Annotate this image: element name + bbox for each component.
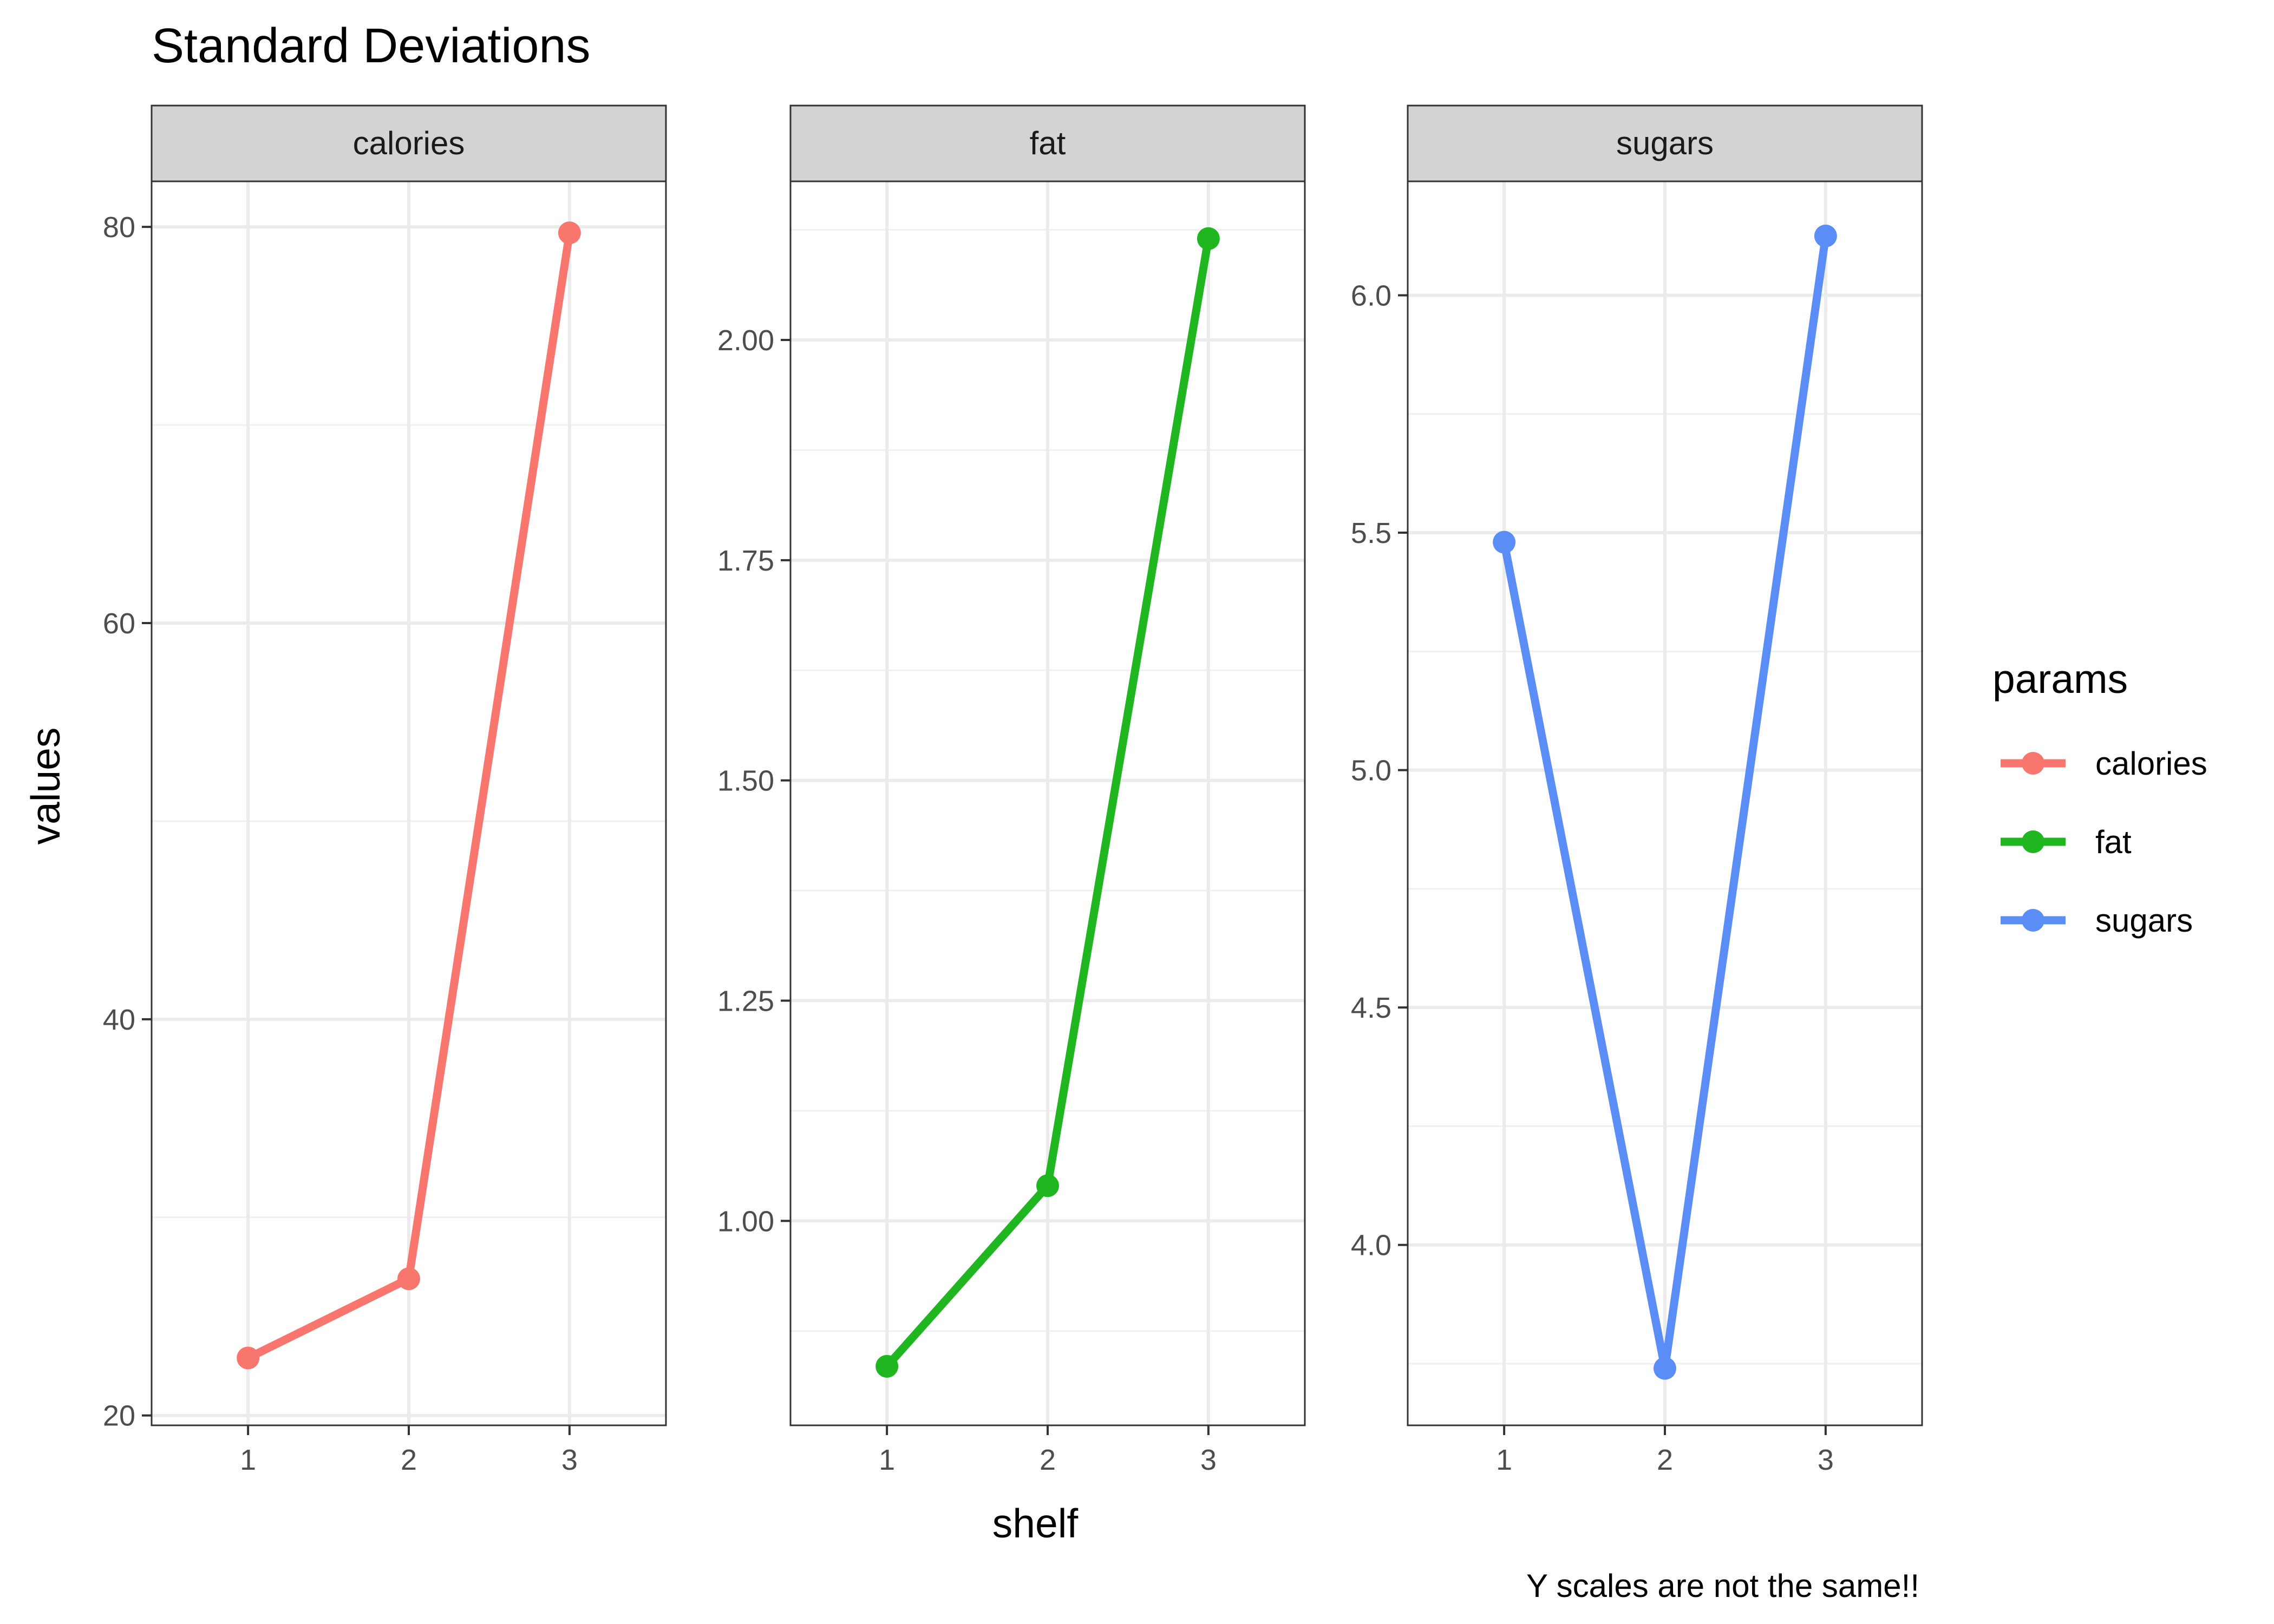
legend-label: sugars xyxy=(2095,902,2193,939)
x-tick-label: 3 xyxy=(1818,1444,1834,1476)
facet-strip-label: calories xyxy=(353,125,465,161)
y-tick-label: 60 xyxy=(103,607,135,640)
legend-entry-fat: fat xyxy=(2001,824,2132,860)
panel-calories: calories 20 40 60 80 1 2 3 xyxy=(103,104,667,1476)
facet-strip-label: sugars xyxy=(1616,125,1714,161)
y-tick-label: 1.50 xyxy=(717,765,774,797)
facet-strip xyxy=(789,104,1306,182)
y-tick-label: 1.25 xyxy=(717,985,774,1018)
y-tick-label: 5.5 xyxy=(1351,517,1391,549)
x-tick-label: 3 xyxy=(561,1444,578,1476)
legend-label: calories xyxy=(2095,745,2207,782)
facet-strip xyxy=(151,104,667,182)
data-point-sugars xyxy=(1654,1357,1676,1380)
panel-sugars: sugars 4.0 4.5 5.0 5.5 6.0 1 2 3 xyxy=(1351,104,1923,1476)
y-axis-title: values xyxy=(23,728,68,845)
y-tick-label: 1.00 xyxy=(717,1205,774,1237)
data-point-fat xyxy=(1197,227,1220,250)
legend-key-point xyxy=(2022,830,2044,853)
x-tick-label: 2 xyxy=(1657,1444,1673,1476)
x-tick-label: 2 xyxy=(401,1444,417,1476)
data-point-fat xyxy=(875,1354,899,1378)
data-point-calories xyxy=(397,1267,420,1291)
legend-title: params xyxy=(1992,656,2128,702)
panel-fat: fat 1.00 1.25 1.50 1.75 2.00 1 2 3 xyxy=(717,104,1306,1476)
data-point-calories xyxy=(237,1346,260,1370)
y-tick-label: 4.0 xyxy=(1351,1229,1391,1262)
data-point-sugars xyxy=(1493,531,1516,554)
chart-caption: Y scales are not the same!! xyxy=(1526,1568,1919,1604)
x-tick-label: 1 xyxy=(240,1444,256,1476)
y-tick-label: 40 xyxy=(103,1004,135,1036)
legend: params calories fat sugars xyxy=(1992,656,2207,939)
legend-entry-sugars: sugars xyxy=(2001,902,2193,939)
y-tick-label: 1.75 xyxy=(717,545,774,577)
legend-entry-calories: calories xyxy=(2001,745,2207,782)
y-tick-label: 6.0 xyxy=(1351,280,1391,312)
x-tick-label: 1 xyxy=(879,1444,895,1476)
legend-key-point xyxy=(2022,752,2044,775)
y-tick-label: 2.00 xyxy=(717,324,774,357)
y-tick-label: 4.5 xyxy=(1351,992,1391,1024)
chart-title: Standard Deviations xyxy=(152,19,590,73)
x-tick-label: 2 xyxy=(1040,1444,1056,1476)
x-tick-label: 1 xyxy=(1496,1444,1512,1476)
data-point-sugars xyxy=(1814,224,1837,247)
facet-strip xyxy=(1407,104,1923,182)
panels: calories 20 40 60 80 1 2 3 fat 1.00 1.25 1.50 1.75 2.… xyxy=(103,104,1923,1476)
legend-label: fat xyxy=(2095,824,2132,860)
y-tick-label: 20 xyxy=(103,1400,135,1432)
facet-strip-label: fat xyxy=(1030,125,1066,161)
x-axis-title: shelf xyxy=(992,1501,1079,1546)
data-point-fat xyxy=(1036,1174,1059,1197)
x-tick-label: 3 xyxy=(1200,1444,1217,1476)
y-tick-label: 5.0 xyxy=(1351,755,1391,787)
data-point-calories xyxy=(558,221,581,245)
legend-key-point xyxy=(2022,909,2044,932)
y-tick-label: 80 xyxy=(103,211,135,244)
